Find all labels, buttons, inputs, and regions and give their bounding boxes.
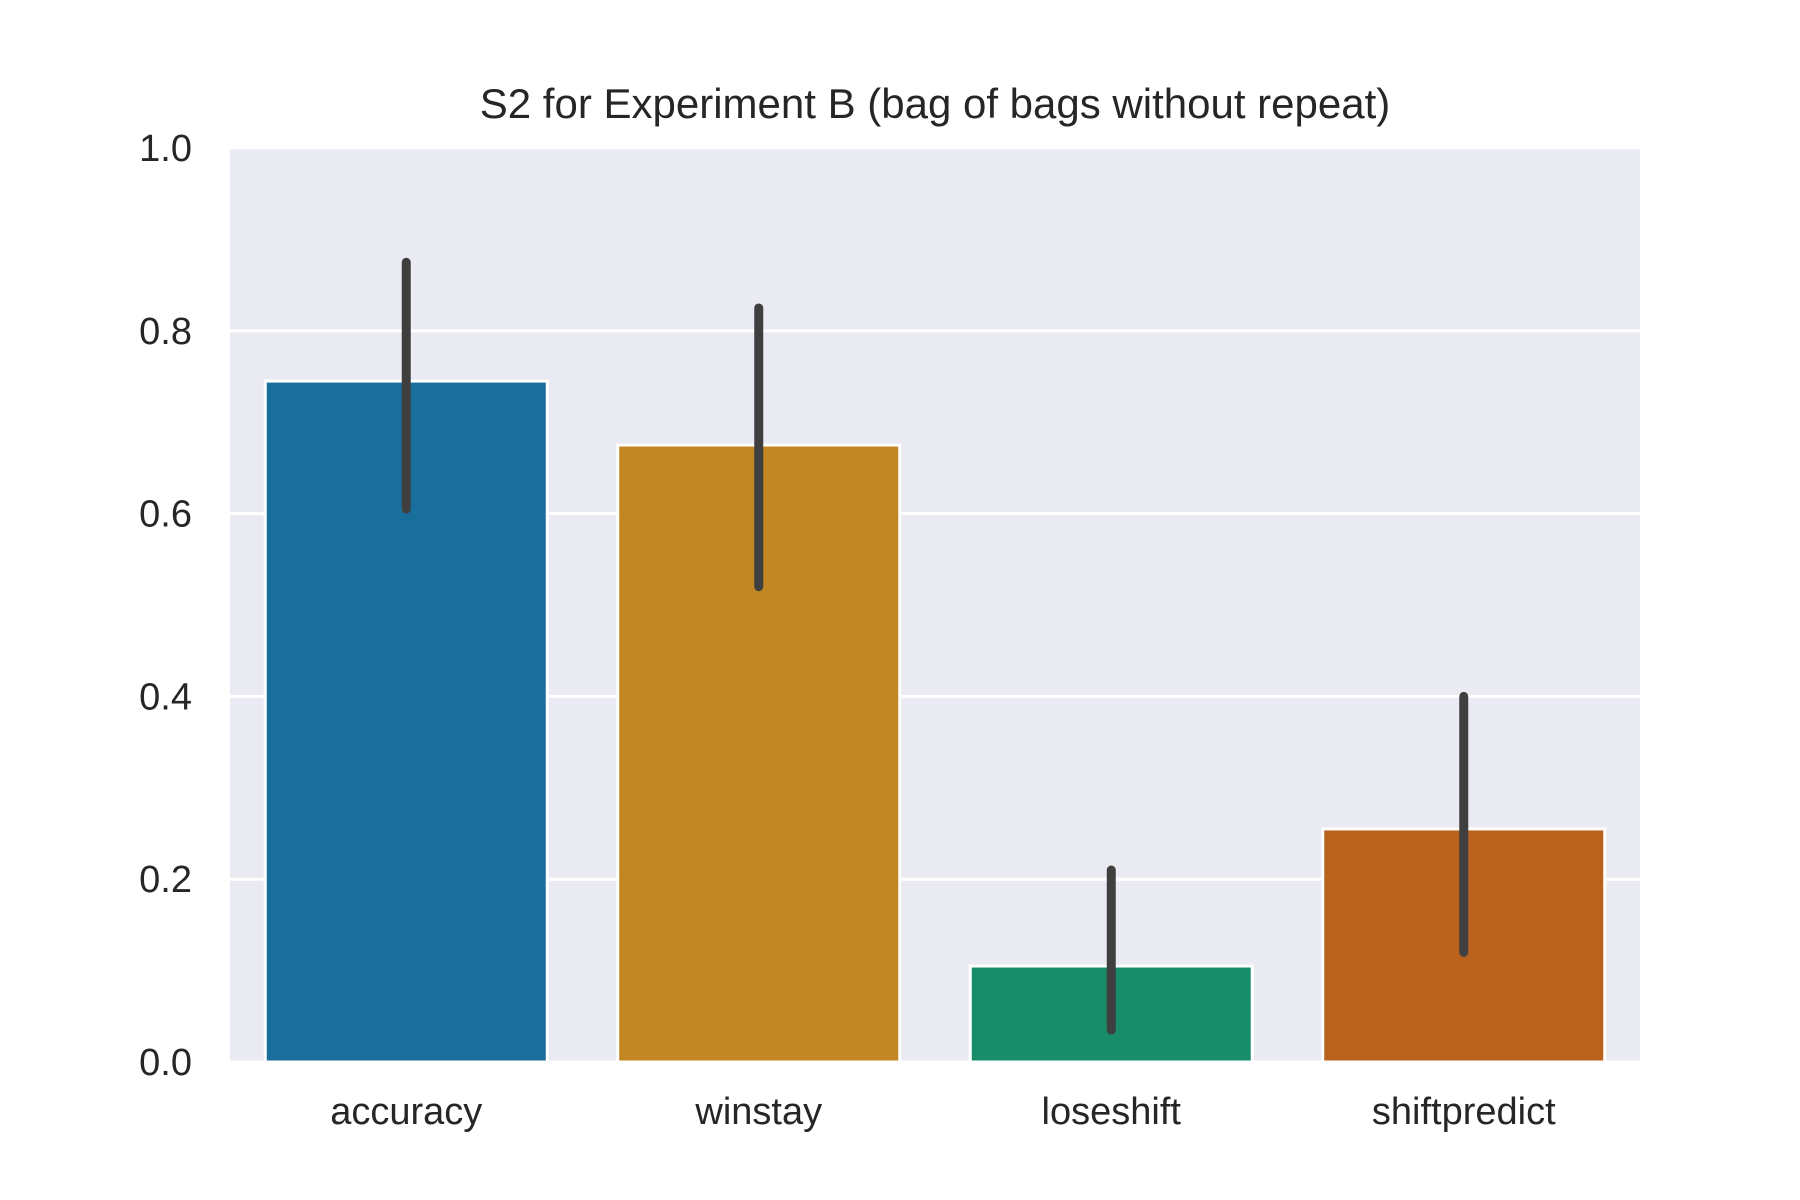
x-tick-label: loseshift (1042, 1091, 1182, 1133)
chart-title: S2 for Experiment B (bag of bags without… (480, 80, 1391, 127)
y-tick-label: 0.6 (139, 494, 192, 536)
x-tick-label: shiftpredict (1372, 1091, 1556, 1133)
y-tick-label: 1.0 (139, 128, 192, 170)
x-tick-label: accuracy (330, 1091, 482, 1133)
y-tick-label: 0.4 (139, 676, 192, 718)
y-axis-ticks: 0.0 0.2 0.4 0.6 0.8 1.0 (139, 128, 192, 1084)
x-axis-ticks: accuracy winstay loseshift shiftpredict (330, 1091, 1556, 1133)
x-tick-label: winstay (694, 1091, 822, 1133)
error-bars (401, 257, 1469, 1035)
y-tick-label: 0.0 (139, 1042, 192, 1084)
y-tick-label: 0.8 (139, 311, 192, 353)
y-tick-label: 0.2 (139, 859, 192, 901)
